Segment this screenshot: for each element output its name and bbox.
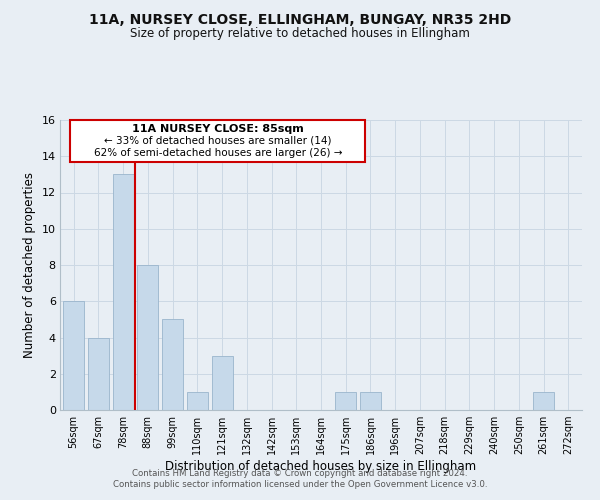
Bar <box>533 392 554 410</box>
X-axis label: Distribution of detached houses by size in Ellingham: Distribution of detached houses by size … <box>166 460 476 473</box>
Text: Size of property relative to detached houses in Ellingham: Size of property relative to detached ho… <box>130 28 470 40</box>
Text: Contains HM Land Registry data © Crown copyright and database right 2024.: Contains HM Land Registry data © Crown c… <box>132 468 468 477</box>
Bar <box>113 174 134 410</box>
Bar <box>335 392 356 410</box>
Text: Contains public sector information licensed under the Open Government Licence v3: Contains public sector information licen… <box>113 480 487 489</box>
Bar <box>137 265 158 410</box>
Bar <box>187 392 208 410</box>
Text: 11A, NURSEY CLOSE, ELLINGHAM, BUNGAY, NR35 2HD: 11A, NURSEY CLOSE, ELLINGHAM, BUNGAY, NR… <box>89 12 511 26</box>
Text: ← 33% of detached houses are smaller (14): ← 33% of detached houses are smaller (14… <box>104 136 332 146</box>
Bar <box>88 338 109 410</box>
Text: 62% of semi-detached houses are larger (26) →: 62% of semi-detached houses are larger (… <box>94 148 342 158</box>
FancyBboxPatch shape <box>70 120 365 162</box>
Y-axis label: Number of detached properties: Number of detached properties <box>23 172 36 358</box>
Bar <box>360 392 381 410</box>
Bar <box>162 320 183 410</box>
Bar <box>63 301 84 410</box>
Bar <box>212 356 233 410</box>
Text: 11A NURSEY CLOSE: 85sqm: 11A NURSEY CLOSE: 85sqm <box>132 124 304 134</box>
